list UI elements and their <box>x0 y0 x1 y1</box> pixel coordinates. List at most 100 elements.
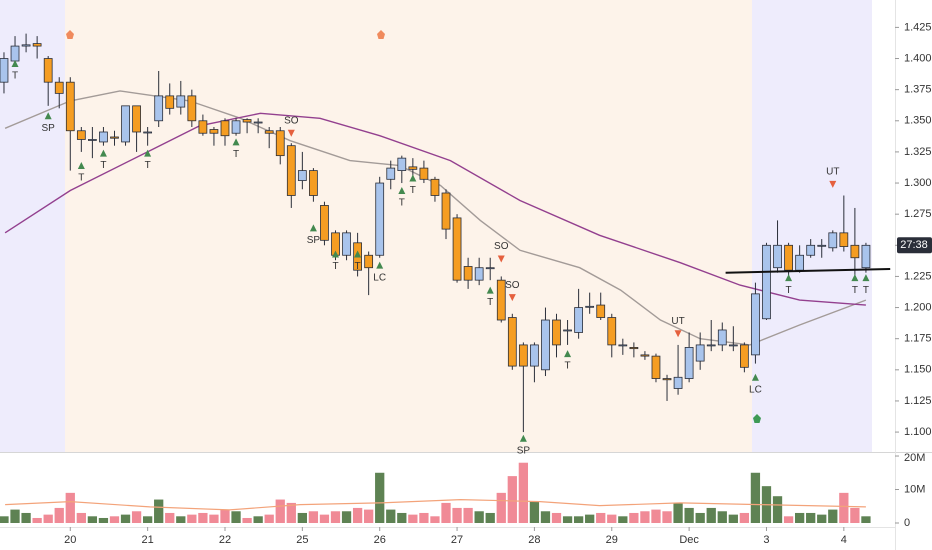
volume-bar <box>618 516 628 523</box>
signal-label: SO <box>505 280 520 291</box>
event-marker <box>66 30 74 39</box>
x-tick-label: 29 <box>606 534 618 546</box>
candle-body <box>773 244 782 269</box>
plot: 1.4251.4001.3751.3501.3251.3001.2751.250… <box>0 21 932 546</box>
volume-bar <box>540 511 551 523</box>
trendline <box>725 268 891 274</box>
signal-label: T <box>233 149 239 160</box>
signal-marker <box>44 112 52 120</box>
signal-label: LC <box>373 272 386 283</box>
volume-bar <box>817 514 827 523</box>
volume-bar <box>651 509 661 523</box>
candle-body <box>430 178 440 196</box>
volume-bar <box>419 512 429 523</box>
signal-marker <box>332 250 340 258</box>
signal-marker <box>519 434 527 442</box>
candle-body <box>806 244 816 256</box>
signal-marker <box>232 138 240 146</box>
candle-body <box>474 267 484 281</box>
candle-body <box>585 305 595 308</box>
y-tick-label: 1.175 <box>904 333 932 345</box>
volume-bar <box>220 509 230 523</box>
signal-marker <box>77 162 85 170</box>
candle-body <box>253 121 263 124</box>
candle-body <box>32 43 42 47</box>
volume-bar <box>783 516 794 523</box>
candle-body <box>99 131 108 143</box>
volume-bar <box>806 512 816 523</box>
volume-bar <box>629 512 639 523</box>
candle-body <box>65 81 75 132</box>
x-tick-label: 28 <box>528 534 540 546</box>
candle-body <box>640 354 650 357</box>
signal-label: SP <box>517 445 531 456</box>
volume-bar <box>397 512 407 523</box>
volume-bar <box>10 509 20 523</box>
volume-bar <box>585 514 595 523</box>
signal-marker <box>497 255 505 263</box>
volume-average <box>5 498 866 511</box>
signal-marker <box>287 129 295 137</box>
x-tick-label: 20 <box>64 534 76 546</box>
y-tick-label: 1.400 <box>904 52 932 64</box>
x-tick-label: Dec <box>679 534 699 546</box>
signal-label: SO <box>284 115 299 126</box>
candle-body <box>54 81 64 94</box>
candle-body <box>695 344 705 362</box>
candle-body <box>275 130 285 157</box>
volume-bar <box>142 516 153 523</box>
candle-body <box>452 217 462 281</box>
signal-marker <box>829 180 837 188</box>
volume-bar <box>573 516 584 523</box>
volume-bar <box>187 514 197 523</box>
candle-body <box>209 129 219 134</box>
candle-body <box>850 244 860 259</box>
x-tick-label: 27 <box>451 534 463 546</box>
signal-marker <box>309 224 317 232</box>
candle-body <box>706 344 716 347</box>
signal-label: T <box>100 160 106 171</box>
candle-body <box>728 344 738 347</box>
signal-marker <box>508 294 516 302</box>
volume-bar <box>839 492 849 523</box>
volume-bar <box>275 499 285 523</box>
candle-body <box>607 317 617 346</box>
volume-bar <box>319 514 330 523</box>
volume-bar <box>76 512 86 523</box>
candle-body <box>541 319 550 371</box>
candle-body <box>132 105 141 133</box>
y-tick-label: 1.200 <box>904 301 932 313</box>
candle-body <box>717 329 727 346</box>
volume-bar <box>330 511 341 523</box>
candle-body <box>684 347 694 379</box>
signal-label: LC <box>749 384 762 395</box>
candle-body <box>154 95 164 122</box>
y-tick-label: 1.325 <box>904 146 932 158</box>
session-bg <box>65 0 752 452</box>
candle-body <box>751 293 760 356</box>
signal-label: SP <box>307 235 321 246</box>
volume-bar <box>562 516 573 523</box>
volume-bar <box>87 516 98 523</box>
signal-label: T <box>410 185 416 196</box>
volume-tick-label: 0 <box>904 517 910 529</box>
candle-body <box>220 120 230 137</box>
candle-body <box>176 95 186 108</box>
candle-body <box>762 244 771 320</box>
signal-label: SO <box>494 241 509 252</box>
volume-bar <box>684 507 694 523</box>
signal-label: UT <box>671 316 684 327</box>
volume-bar <box>861 516 871 523</box>
volume-bar <box>529 501 540 523</box>
signal-marker <box>564 350 572 358</box>
volume-bar <box>109 516 120 523</box>
volume-bar <box>717 511 727 523</box>
y-tick-label: 1.125 <box>904 395 932 407</box>
volume-bar <box>43 514 53 523</box>
x-tick-label: 3 <box>763 534 769 546</box>
candle-body <box>485 267 495 270</box>
volume-bar <box>828 509 838 523</box>
candle-body <box>231 120 241 134</box>
volume-bar <box>507 476 517 523</box>
